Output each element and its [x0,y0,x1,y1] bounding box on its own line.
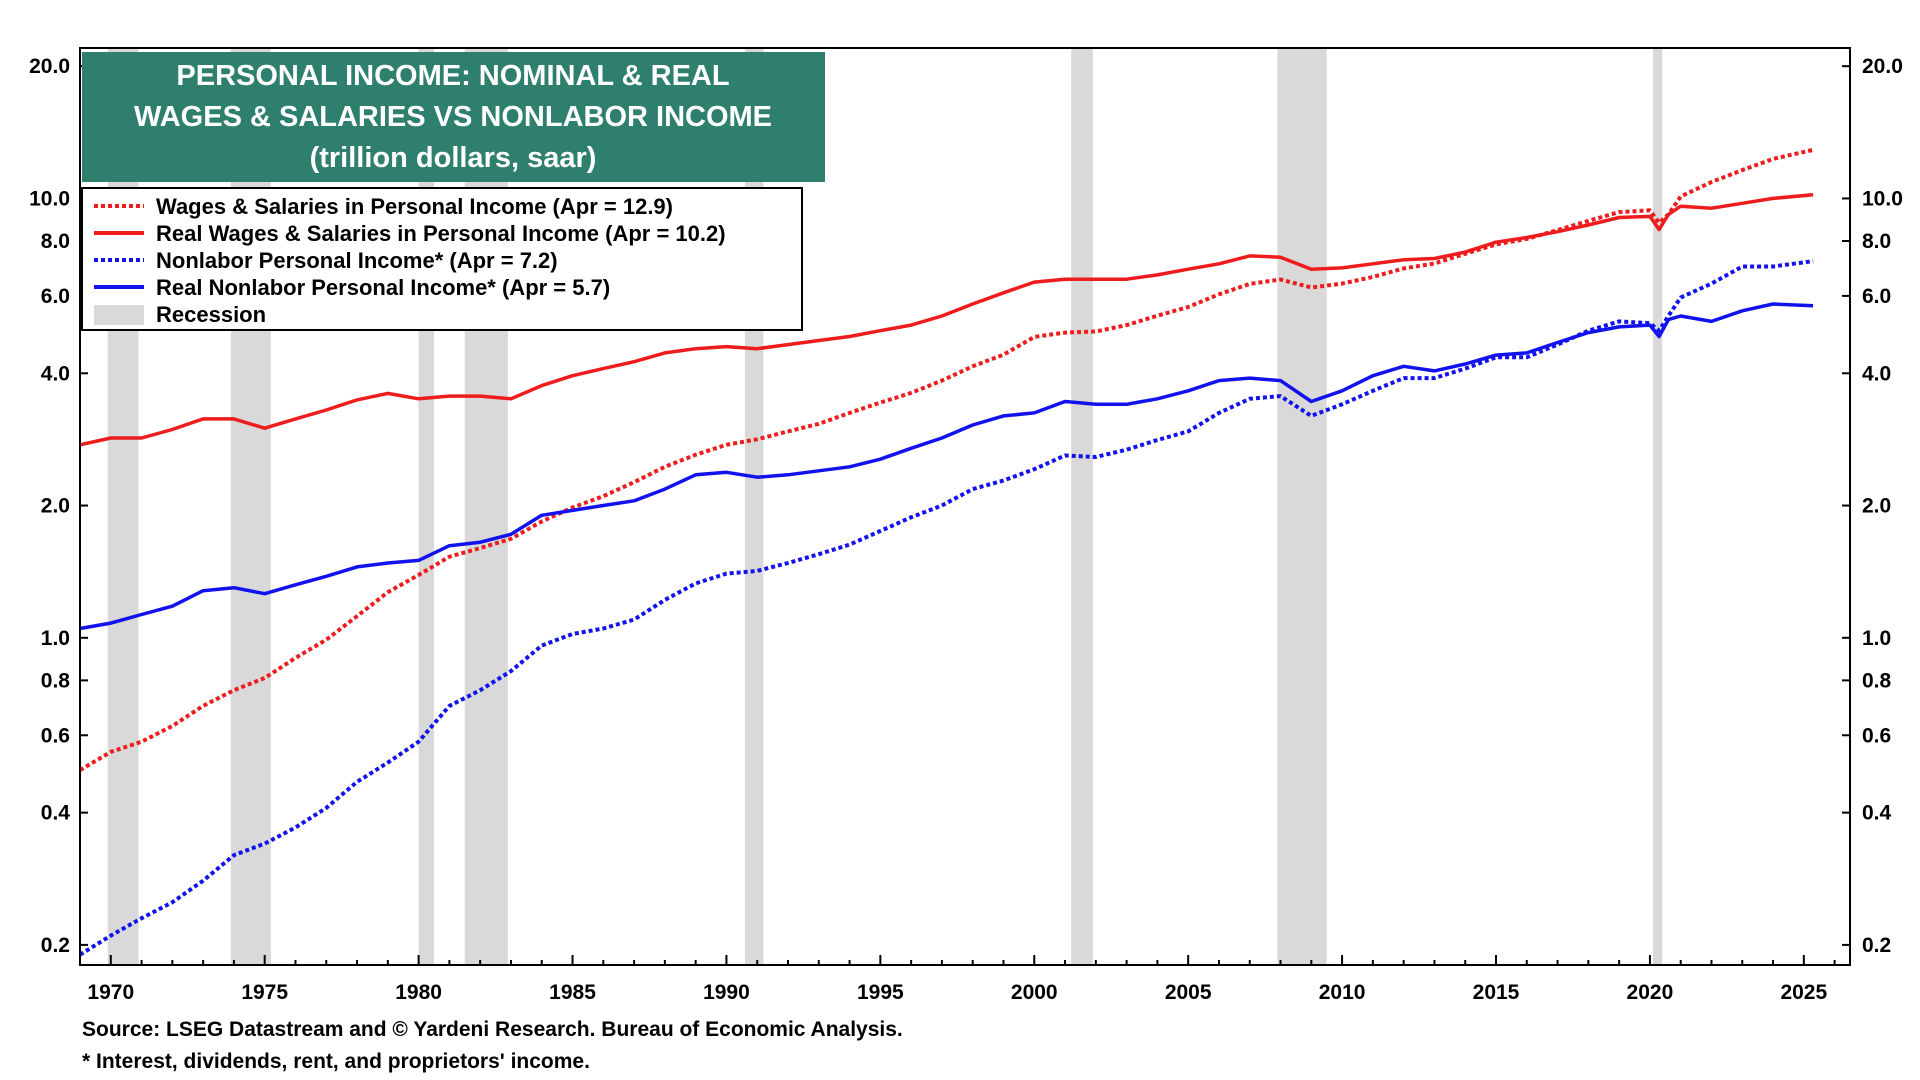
chart-title: PERSONAL INCOME: NOMINAL & REAL [176,60,729,92]
title-background [82,52,825,182]
recession-band-5 [1071,48,1093,965]
y-tick-label-left: 0.4 [41,802,71,825]
x-tick-label: 1985 [549,981,596,1004]
y-tick-label-left: 20.0 [29,55,70,78]
y-tick-label-left: 1.0 [41,627,70,650]
plot-frame [79,47,1851,966]
y-tick-label-right: 1.0 [1862,627,1891,650]
y-tick-label-left: 0.6 [41,724,70,747]
series-line-1 [79,192,1814,447]
y-tick-label-left: 0.2 [41,934,70,957]
y-tick-label-right: 0.6 [1862,724,1891,747]
y-tick-label-right: 8.0 [1862,230,1891,253]
x-tick-label: 1980 [395,981,442,1004]
x-tick-label: 2010 [1319,981,1366,1004]
recession-band-1 [230,48,271,965]
legend-label-4: Recession [156,302,266,327]
legend-label-1: Real Wages & Salaries in Personal Income… [156,221,726,246]
x-tick-label: 2020 [1627,981,1674,1004]
y-tick-label-right: 6.0 [1862,285,1891,308]
chart-units: (trillion dollars, saar) [310,142,597,174]
y-axis-left: 0.2 0.4 0.6 0.8 1.0 2.0 4.0 6.0 8.0 10.0 20.0 [29,55,70,957]
recession-band-7 [1652,48,1663,965]
recession-bands [107,48,1663,965]
title-box: PERSONAL INCOME: NOMINAL & REAL WAGES & … [82,52,825,182]
recession-band-4 [744,48,764,965]
x-tick-label: 2005 [1165,981,1212,1004]
x-tick-label: 1975 [241,981,288,1004]
y-tick-label-right: 4.0 [1862,362,1891,385]
x-tick-label: 1995 [857,981,904,1004]
y-axis-right: 0.2 0.4 0.6 0.8 1.0 2.0 4.0 6.0 8.0 10.0 20.0 [1862,55,1903,957]
recession-band-3 [464,48,508,965]
legend-label-3: Real Nonlabor Personal Income* (Apr = 5.… [156,275,610,300]
source-note: Source: LSEG Datastream and © Yardeni Re… [82,1018,903,1041]
legend-label-0: Wages & Salaries in Personal Income (Apr… [156,194,673,219]
y-tick-label-right: 0.4 [1862,802,1892,825]
legend-frame [81,187,803,331]
x-tick-label: 1990 [703,981,750,1004]
chart-subtitle: WAGES & SALARIES VS NONLABOR INCOME [134,101,772,133]
legend-swatch-recession [94,305,144,325]
series-line-2 [78,259,1814,957]
series-line-0 [78,147,1814,772]
recession-band-0 [107,48,139,965]
legend: Wages & Salaries in Personal Income (Apr… [81,187,803,331]
y-tick-label-right: 2.0 [1862,495,1891,518]
recession-band-2 [418,48,434,965]
y-tick-label-left: 8.0 [41,230,70,253]
y-tick-label-right: 20.0 [1862,55,1903,78]
x-tick-label: 2015 [1473,981,1520,1004]
x-tick-label: 2025 [1780,981,1827,1004]
series-lines [78,147,1814,957]
y-tick-label-left: 6.0 [41,285,70,308]
recession-band-6 [1277,48,1327,965]
y-tick-label-right: 0.2 [1862,934,1891,957]
x-axis: 1970 1975 1980 1985 1990 1995 2000 2005 2010 2015… [87,981,1827,1004]
series-line-3 [79,302,1814,631]
y-tick-label-right: 10.0 [1862,187,1903,210]
x-tick-label: 1970 [87,981,134,1004]
y-tick-label-right: 0.8 [1862,669,1892,692]
legend-label-2: Nonlabor Personal Income* (Apr = 7.2) [156,248,558,273]
y-tick-label-left: 10.0 [29,187,70,210]
y-tick-label-left: 2.0 [41,495,70,518]
y-tick-label-left: 4.0 [41,362,70,385]
x-tick-label: 2000 [1011,981,1058,1004]
footnote-nonlabor: * Interest, dividends, rent, and proprie… [82,1050,590,1073]
y-tick-label-left: 0.8 [41,669,71,692]
